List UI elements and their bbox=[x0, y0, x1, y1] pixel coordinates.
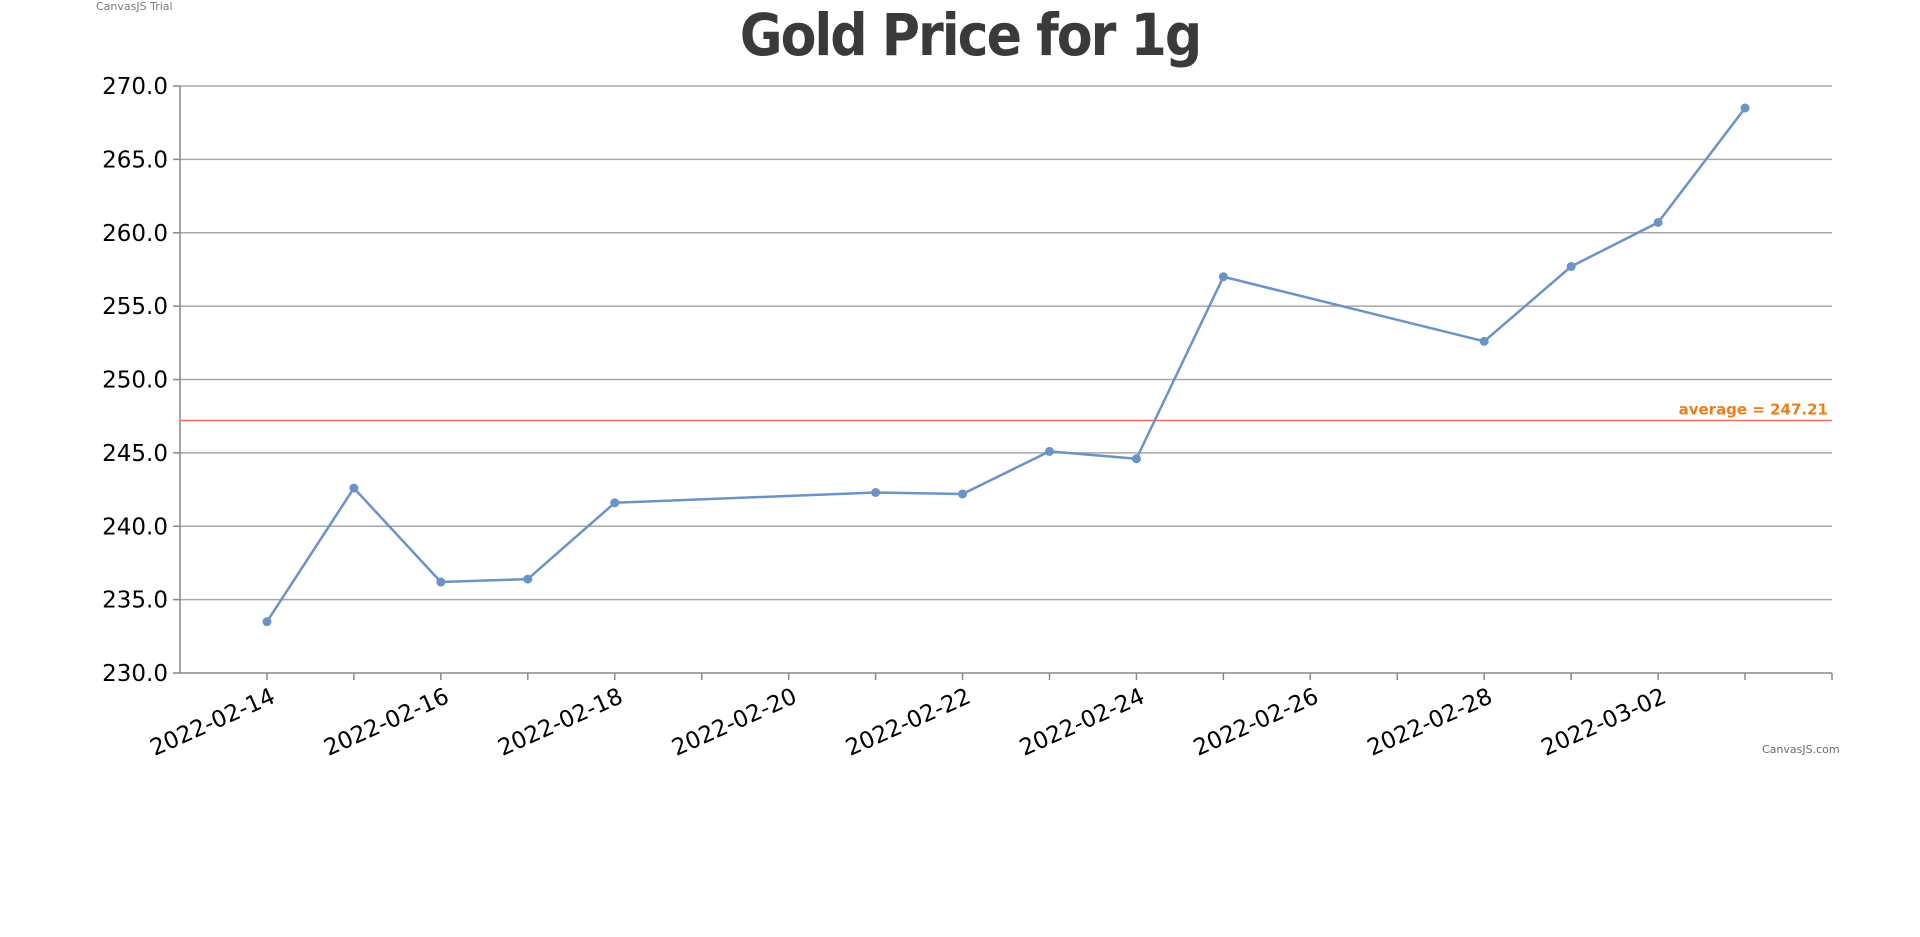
data-point bbox=[1566, 262, 1576, 272]
x-axis: 2022-02-14 2022-02-16 2022-02-18 2022-02-20… bbox=[146, 86, 1833, 762]
trial-watermark: CanvasJS Trial bbox=[96, 0, 173, 13]
credit-watermark[interactable]: CanvasJS.com bbox=[1762, 743, 1840, 756]
y-tick-label: 250.0 bbox=[102, 368, 168, 394]
data-point bbox=[349, 483, 359, 493]
data-point bbox=[610, 498, 620, 508]
data-point bbox=[1218, 272, 1228, 282]
data-point bbox=[1740, 103, 1750, 113]
average-stripline: average = 247.21 bbox=[180, 400, 1832, 422]
data-point bbox=[1131, 454, 1141, 464]
data-point bbox=[958, 489, 968, 499]
x-tick-label: 2022-02-14 bbox=[146, 684, 279, 762]
x-tick-label: 2022-02-26 bbox=[1190, 684, 1323, 762]
gridlines bbox=[180, 85, 1832, 601]
data-point bbox=[262, 617, 272, 627]
x-tick-label: 2022-02-28 bbox=[1364, 684, 1497, 762]
data-point bbox=[436, 577, 446, 587]
x-tick-label: 2022-02-22 bbox=[842, 684, 975, 762]
data-point bbox=[523, 574, 533, 584]
x-tick-label: 2022-02-20 bbox=[668, 684, 801, 762]
y-tick-label: 265.0 bbox=[102, 147, 168, 173]
data-point bbox=[871, 487, 881, 497]
y-tick-label: 230.0 bbox=[102, 661, 168, 687]
average-label: average = 247.21 bbox=[1679, 400, 1828, 418]
x-tick-label: 2022-03-02 bbox=[1538, 684, 1671, 762]
chart-title: Gold Price for 1g bbox=[740, 1, 1200, 69]
x-tick-label: 2022-02-16 bbox=[320, 684, 453, 762]
series-polyline bbox=[265, 107, 1747, 623]
y-tick-label: 255.0 bbox=[102, 294, 168, 320]
series-points bbox=[262, 103, 1750, 627]
y-tick-label: 245.0 bbox=[102, 441, 168, 467]
y-axis-ticks: 230.0 235.0 240.0 245.0 250.0 255.0 260.0 265.0… bbox=[102, 74, 180, 687]
data-point bbox=[1044, 446, 1054, 456]
x-tick-label: 2022-02-18 bbox=[494, 684, 627, 762]
y-tick-label: 270.0 bbox=[102, 74, 168, 100]
y-tick-label: 260.0 bbox=[102, 221, 168, 247]
x-tick-label: 2022-02-24 bbox=[1016, 684, 1149, 762]
y-tick-label: 235.0 bbox=[102, 588, 168, 614]
data-point bbox=[1653, 217, 1663, 227]
series-line bbox=[265, 107, 1747, 623]
y-tick-label: 240.0 bbox=[102, 514, 168, 540]
data-point bbox=[1479, 336, 1489, 346]
